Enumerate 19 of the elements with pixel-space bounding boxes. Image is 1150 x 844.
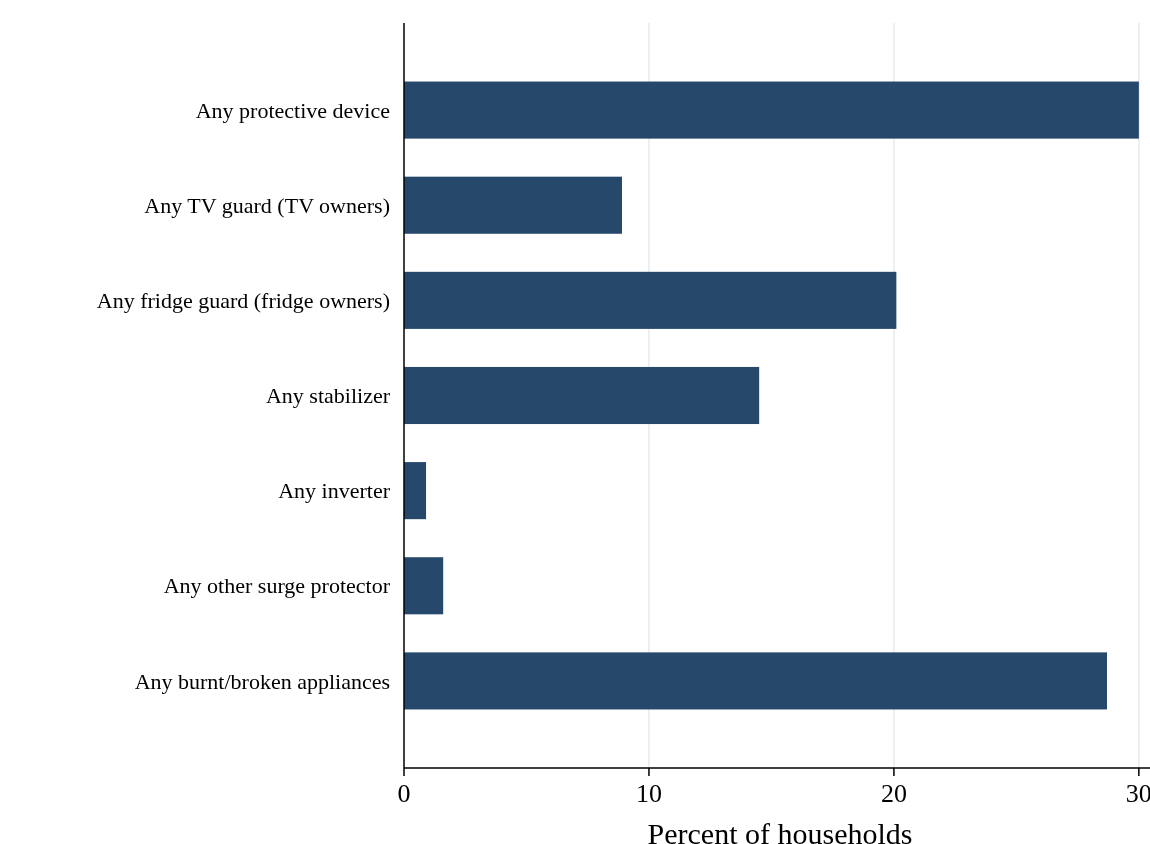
x-tick-label: 20 — [880, 779, 907, 808]
y-tick-label: Any other surge protector — [163, 573, 391, 599]
bar — [404, 81, 1139, 139]
x-tick-label: 30 — [1125, 779, 1150, 808]
y-tick-label: Any TV guard (TV owners) — [144, 192, 390, 218]
bar — [404, 271, 897, 329]
y-tick-label: Any inverter — [278, 478, 391, 504]
bar — [404, 557, 444, 615]
y-tick-label: Any burnt/broken appliances — [134, 668, 390, 694]
x-tick-label: 10 — [635, 779, 662, 808]
x-axis-title: Percent of households — [647, 817, 913, 844]
bar — [404, 366, 760, 425]
y-tick-label: Any protective device — [195, 97, 390, 123]
y-tick-label: Any fridge guard (fridge owners) — [96, 288, 390, 314]
y-tick-label: Any stabilizer — [265, 383, 391, 409]
x-tick-label: 0 — [397, 779, 411, 808]
bar — [404, 176, 623, 234]
bar — [404, 462, 427, 520]
bar — [404, 652, 1108, 710]
